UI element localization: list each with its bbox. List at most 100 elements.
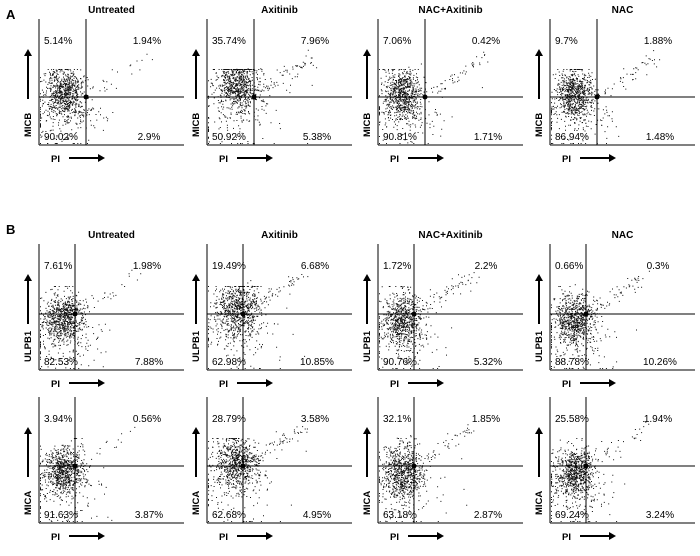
event-dots — [208, 274, 309, 369]
y-axis-label: ULPB1 — [534, 330, 545, 362]
quadrant-lower-left-pct: 63.18% — [383, 510, 417, 521]
gate-anchor — [411, 311, 417, 317]
quadrant-lower-left-pct: 90.81% — [383, 132, 417, 143]
up-arrow-icon — [192, 427, 200, 434]
quadrant-lower-left-pct: 69.24% — [555, 510, 589, 521]
up-arrow-icon — [363, 49, 371, 56]
quadrant-upper-right-pct: 1.94% — [644, 414, 672, 425]
gate-anchor — [240, 463, 246, 469]
y-axis-label: MICB — [23, 113, 34, 137]
quadrant-upper-left-pct: 32.1% — [383, 414, 411, 425]
event-dots — [208, 426, 308, 522]
quadrant-upper-left-pct: 1.72% — [383, 261, 411, 272]
y-axis-label: MICB — [362, 113, 373, 137]
quadrant-lower-left-pct: 90.76% — [383, 357, 417, 368]
right-arrow-icon — [266, 379, 273, 387]
event-dots — [551, 270, 650, 369]
plot-title: NAC — [612, 230, 634, 241]
up-arrow-icon — [24, 274, 32, 281]
plot-title: Untreated — [88, 230, 135, 241]
event-dots — [379, 272, 480, 369]
x-axis-label: PI — [562, 154, 571, 165]
quadrant-lower-right-pct: 7.88% — [135, 357, 163, 368]
plot-title: NAC+Axitinib — [418, 5, 482, 16]
quadrant-upper-right-pct: 7.96% — [301, 36, 329, 47]
plot-title: NAC — [612, 5, 634, 16]
quadrant-lower-left-pct: 82.53% — [44, 357, 78, 368]
quadrant-upper-right-pct: 3.58% — [301, 414, 329, 425]
quadrant-upper-left-pct: 9.7% — [555, 36, 578, 47]
quadrant-lower-right-pct: 4.95% — [303, 510, 331, 521]
plot-title: NAC+Axitinib — [418, 230, 482, 241]
gate-anchor — [72, 463, 78, 469]
quadrant-lower-right-pct: 3.24% — [646, 510, 674, 521]
quadrant-upper-right-pct: 1.88% — [644, 36, 672, 47]
section-letter-a: A — [6, 7, 16, 22]
quadrant-lower-right-pct: 5.32% — [474, 357, 502, 368]
plot-title: Axitinib — [261, 5, 298, 16]
dot-plot-micb-1: Untreated 5.14% 1.94% 90.02% 2.9% MICB PI — [23, 5, 184, 165]
y-axis-label: ULPB1 — [191, 330, 202, 362]
quadrant-upper-left-pct: 25.58% — [555, 414, 589, 425]
quadrant-upper-left-pct: 7.06% — [383, 36, 411, 47]
event-dots — [40, 53, 153, 145]
right-arrow-icon — [437, 154, 444, 162]
gate-anchor — [251, 94, 257, 100]
up-arrow-icon — [535, 49, 543, 56]
quadrant-upper-right-pct: 0.56% — [133, 414, 161, 425]
quadrant-lower-right-pct: 10.26% — [643, 357, 677, 368]
right-arrow-icon — [266, 154, 273, 162]
dot-plot-ulpb1-4: NAC 0.66% 0.3% 88.78% 10.26% ULPB1 PI — [534, 230, 695, 390]
y-axis-label: MICA — [23, 491, 34, 515]
up-arrow-icon — [535, 274, 543, 281]
quadrant-upper-left-pct: 19.49% — [212, 261, 246, 272]
gate-anchor — [583, 311, 589, 317]
up-arrow-icon — [24, 49, 32, 56]
x-axis-label: PI — [562, 532, 571, 543]
section-letter-b: B — [6, 222, 15, 237]
quadrant-lower-right-pct: 1.71% — [474, 132, 502, 143]
quadrant-upper-left-pct: 5.14% — [44, 36, 72, 47]
quadrant-upper-right-pct: 1.85% — [472, 414, 500, 425]
quadrant-upper-left-pct: 35.74% — [212, 36, 246, 47]
event-dots — [379, 424, 475, 522]
quadrant-lower-right-pct: 3.87% — [135, 510, 163, 521]
right-arrow-icon — [98, 532, 105, 540]
event-dots — [40, 269, 142, 369]
right-arrow-icon — [98, 154, 105, 162]
dot-plot-mica-3: 32.1% 1.85% 63.18% 2.87% MICA PI — [362, 397, 523, 543]
y-axis-label: MICA — [534, 491, 545, 515]
quadrant-lower-left-pct: 62.68% — [212, 510, 246, 521]
quadrant-lower-left-pct: 90.02% — [44, 132, 78, 143]
quadrant-lower-left-pct: 88.78% — [555, 357, 589, 368]
quadrant-upper-right-pct: 0.42% — [472, 36, 500, 47]
gate-anchor — [83, 94, 89, 100]
quadrant-lower-right-pct: 2.87% — [474, 510, 502, 521]
up-arrow-icon — [363, 427, 371, 434]
quadrant-lower-right-pct: 2.9% — [138, 132, 161, 143]
dot-plot-micb-3: NAC+Axitinib 7.06% 0.42% 90.81% 1.71% MICB PI — [362, 5, 523, 165]
event-dots — [551, 421, 650, 522]
plot-title: Axitinib — [261, 230, 298, 241]
quadrant-upper-right-pct: 1.98% — [133, 261, 161, 272]
quadrant-upper-left-pct: 3.94% — [44, 414, 72, 425]
y-axis-label: ULPB1 — [23, 330, 34, 362]
y-axis-label: MICA — [362, 491, 373, 515]
quadrant-lower-left-pct: 91.63% — [44, 510, 78, 521]
event-dots — [379, 51, 489, 144]
dot-plot-micb-4: NAC 9.7% 1.88% 86.94% 1.48% MICB PI — [534, 5, 695, 165]
y-axis-label: MICB — [191, 113, 202, 137]
x-axis-label: PI — [219, 379, 228, 390]
x-axis-label: PI — [51, 154, 60, 165]
dot-plot-mica-4: 25.58% 1.94% 69.24% 3.24% MICA PI — [534, 397, 695, 543]
quadrant-upper-right-pct: 0.3% — [647, 261, 670, 272]
x-axis-label: PI — [219, 532, 228, 543]
gate-anchor — [411, 463, 417, 469]
quadrant-upper-left-pct: 0.66% — [555, 261, 583, 272]
up-arrow-icon — [192, 274, 200, 281]
gate-anchor — [422, 94, 428, 100]
gate-anchor — [240, 311, 246, 317]
gate-anchor — [583, 463, 589, 469]
x-axis-label: PI — [390, 154, 399, 165]
